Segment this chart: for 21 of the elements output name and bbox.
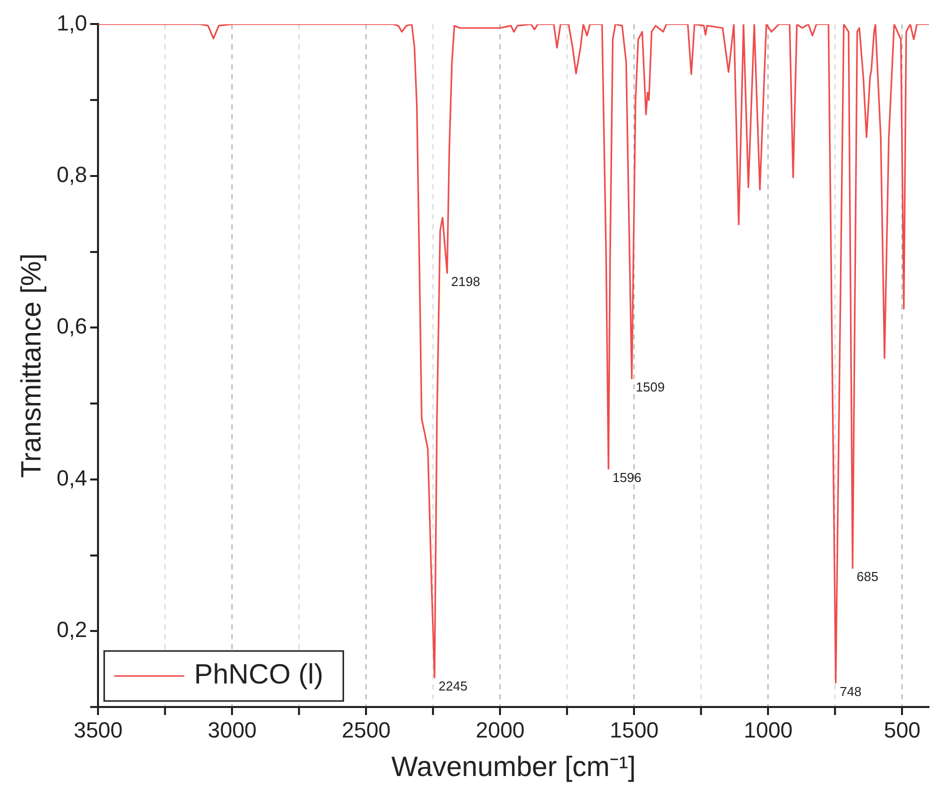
y-tick-label: 1,0: [56, 10, 88, 36]
annotation: 748: [840, 684, 862, 699]
annotation: 2198: [451, 274, 480, 290]
annotation: 1509: [636, 380, 665, 395]
x-tick-label: 1500: [610, 717, 659, 742]
y-tick-label: 0,8: [56, 162, 88, 187]
x-tick-label: 3000: [208, 717, 257, 742]
x-tick-label: 500: [884, 717, 921, 742]
y-tick-label: 0,4: [56, 465, 88, 490]
y-tick-label: 0,2: [56, 617, 88, 642]
legend-label: PhNCO (l): [194, 658, 324, 690]
x-tick-label: 2500: [342, 717, 391, 742]
x-tick-label: 1000: [744, 717, 793, 742]
x-axis-title: Wavenumber [cm⁻¹]: [391, 750, 636, 782]
y-axis-title: Transmittance [%]: [16, 253, 47, 478]
annotation: 1596: [612, 470, 642, 485]
annotation: 685: [856, 569, 878, 584]
x-tick-label: 2000: [476, 717, 525, 742]
y-tick-label: 0,6: [56, 314, 88, 339]
x-tick-label: 3500: [74, 717, 123, 742]
annotation: 2245: [438, 678, 468, 694]
